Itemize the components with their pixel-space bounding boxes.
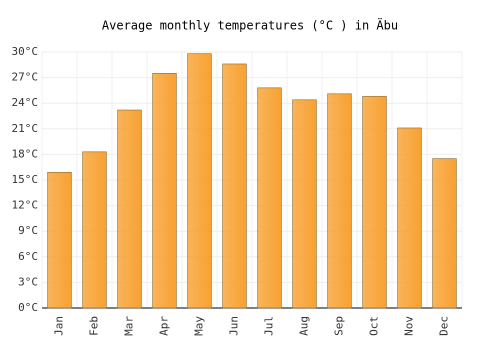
- x-tick-label: Mar: [123, 316, 136, 336]
- y-tick-label: 3°C: [18, 275, 38, 288]
- bar: [257, 87, 282, 309]
- y-tick-label: 30°C: [12, 45, 39, 58]
- bar: [82, 151, 107, 309]
- y-tick-label: 0°C: [18, 301, 38, 314]
- x-tick-label: May: [193, 316, 206, 336]
- x-tick-label: Feb: [88, 316, 101, 336]
- y-tick-label: 6°C: [18, 250, 38, 263]
- bar: [397, 127, 422, 309]
- y-tick-label: 18°C: [12, 147, 39, 160]
- x-tick-label: Aug: [298, 316, 311, 336]
- x-tick-label: Oct: [368, 316, 381, 336]
- bar: [432, 158, 457, 309]
- y-tick-label: 21°C: [12, 122, 39, 135]
- y-tick-label: 24°C: [12, 96, 39, 109]
- chart-title: Average monthly temperatures (°C ) in Äb…: [102, 18, 398, 33]
- x-tick-label: Jan: [53, 316, 66, 336]
- bar: [292, 99, 317, 309]
- bar: [117, 109, 142, 309]
- bar: [362, 96, 387, 309]
- x-tick-label: Apr: [158, 316, 171, 336]
- y-tick-label: 12°C: [12, 199, 39, 212]
- y-tick-label: 27°C: [12, 71, 39, 84]
- y-tick-label: 9°C: [18, 224, 38, 237]
- bar: [187, 53, 212, 309]
- x-tick-label: Jun: [228, 316, 241, 336]
- x-tick-label: Nov: [403, 316, 416, 336]
- bar: [222, 63, 247, 309]
- y-tick-label: 15°C: [12, 173, 39, 186]
- x-tick-label: Jul: [263, 316, 276, 336]
- x-tick-label: Dec: [438, 316, 451, 336]
- bar: [152, 73, 177, 309]
- bar: [47, 172, 72, 309]
- x-tick-label: Sep: [333, 316, 346, 336]
- bar: [327, 93, 352, 309]
